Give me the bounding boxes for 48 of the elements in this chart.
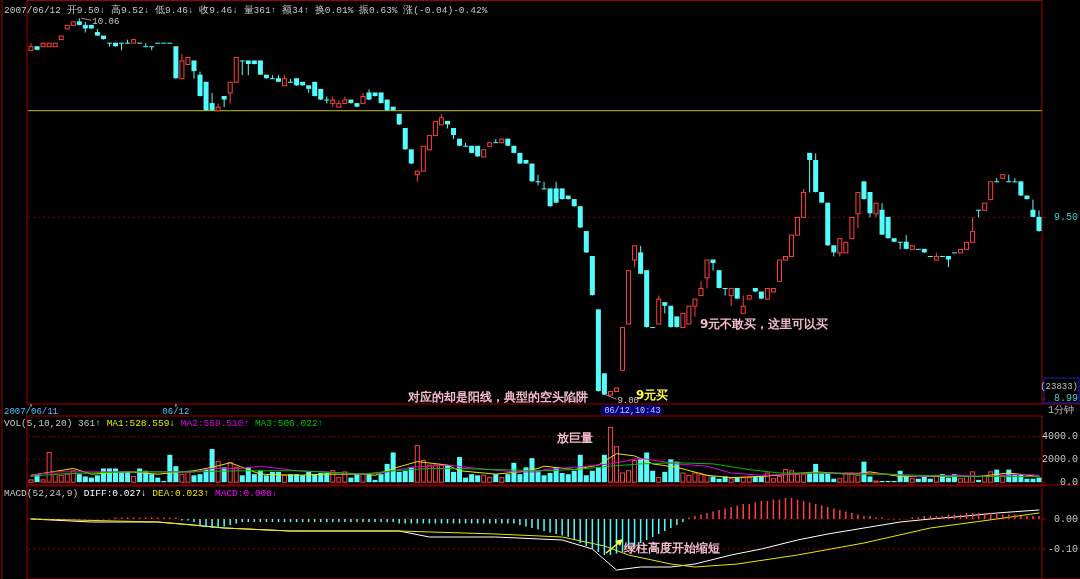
y-tick-label: 0.00	[1053, 513, 1078, 525]
text: 2007/06/12 开9.50↓ 高9.52↓ 低9.46↓ 收9.46↓ 量361↑ 额34↑ 换0.01% 振0.63% 涨(-0.04)-0.42%	[4, 3, 488, 16]
x-tick-label: 06/12	[162, 407, 190, 417]
candlestick	[324, 95, 330, 105]
candlestick	[698, 280, 704, 297]
chart-title: VOL(5,10,20) 361↑	[4, 418, 107, 429]
candlestick	[535, 174, 541, 186]
annotation: (23833)	[1040, 382, 1078, 392]
candlestick	[722, 287, 728, 297]
y-tick-label: 8.99	[1053, 393, 1078, 405]
annotation: 10.06	[92, 17, 120, 28]
text: DIFF:0.027↓	[83, 488, 153, 499]
y-tick-label: 2000.0	[1041, 453, 1078, 465]
text: MA1:528.559↓	[106, 418, 181, 429]
text: MA2:559.510↑	[180, 418, 255, 429]
candlestick	[704, 259, 710, 289]
text: 1分钟	[1048, 404, 1075, 416]
bar	[656, 477, 662, 483]
bar	[909, 478, 915, 483]
text: DEA:0.023↑	[152, 488, 215, 499]
y-tick-label: 9.50	[1053, 212, 1078, 223]
y-tick-label: 4000.0	[1041, 431, 1078, 443]
annotation: 对应的却是阳线，典型的空头陷阱	[407, 390, 588, 404]
chart-title: MACD(52,24,9)	[4, 488, 84, 499]
line-series	[30, 462, 1040, 477]
candlestick	[849, 216, 855, 240]
candlestick	[402, 127, 408, 151]
candlestick	[855, 191, 861, 229]
text: MACD:0.008↓	[214, 488, 278, 499]
y-tick-label: 0.0	[1059, 476, 1078, 488]
bar	[499, 477, 505, 483]
annotation: 9元不敢买，这里可以买	[700, 317, 829, 331]
y-tick-label: -0.10	[1047, 543, 1078, 555]
candlestick	[1030, 199, 1036, 218]
text: MA3:506.022↑	[254, 418, 324, 429]
bar	[28, 479, 34, 483]
candlestick	[632, 245, 638, 268]
annotation: 放巨量	[556, 431, 593, 445]
x-tick-label: 2007/06/11	[4, 407, 59, 417]
bar	[131, 475, 137, 483]
candlestick	[583, 231, 589, 254]
annotation: 绿柱高度开始缩短	[623, 541, 720, 555]
candlestick	[1036, 209, 1042, 233]
bar	[728, 478, 734, 483]
text: 06/12,10:43	[604, 406, 661, 416]
candlestick	[807, 152, 813, 193]
bar	[976, 479, 982, 483]
bar	[191, 475, 197, 483]
